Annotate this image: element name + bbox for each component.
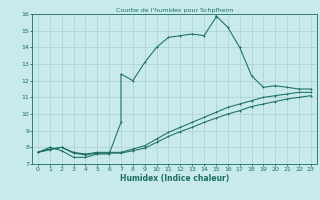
X-axis label: Humidex (Indice chaleur): Humidex (Indice chaleur) [120, 174, 229, 183]
Title: Courbe de l'humidex pour Schpfheim: Courbe de l'humidex pour Schpfheim [116, 8, 233, 13]
